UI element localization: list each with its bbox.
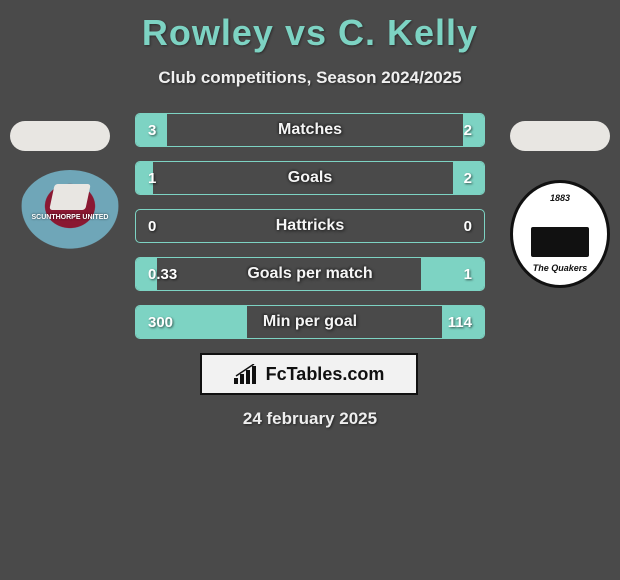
stat-value-left: 0.33 bbox=[148, 258, 177, 290]
stat-value-right: 2 bbox=[464, 114, 472, 146]
player-right-avatar bbox=[510, 121, 610, 151]
stat-value-left: 0 bbox=[148, 210, 156, 242]
stat-label: Matches bbox=[136, 114, 484, 146]
fctables-badge: FcTables.com bbox=[200, 353, 418, 395]
date-label: 24 february 2025 bbox=[0, 409, 620, 429]
club-crest-right: 1883 The Quakers bbox=[510, 180, 610, 288]
club-label-right-top: 1883 bbox=[513, 193, 607, 203]
chart-icon bbox=[234, 364, 260, 384]
stat-row: Min per goal300 114 bbox=[135, 305, 485, 339]
stat-value-right: 2 bbox=[464, 162, 472, 194]
page-title: Rowley vs C. Kelly bbox=[0, 0, 620, 54]
stat-label: Goals bbox=[136, 162, 484, 194]
stat-value-right: 114 bbox=[448, 306, 472, 338]
stat-label: Hattricks bbox=[136, 210, 484, 242]
stat-row: Goals per match0.33 1 bbox=[135, 257, 485, 291]
subtitle: Club competitions, Season 2024/2025 bbox=[0, 68, 620, 88]
stat-label: Min per goal bbox=[136, 306, 484, 338]
club-label-left: SCUNTHORPE UNITED bbox=[30, 214, 110, 222]
club-crest-left: SCUNTHORPE UNITED bbox=[20, 170, 120, 250]
stat-value-left: 300 bbox=[148, 306, 173, 338]
stat-value-left: 1 bbox=[148, 162, 156, 194]
stat-row: Hattricks0 0 bbox=[135, 209, 485, 243]
fctables-label: FcTables.com bbox=[266, 364, 385, 385]
stat-value-right: 0 bbox=[464, 210, 472, 242]
club-label-right-bottom: The Quakers bbox=[513, 263, 607, 273]
stat-value-left: 3 bbox=[148, 114, 156, 146]
player-left-avatar bbox=[10, 121, 110, 151]
stat-value-right: 1 bbox=[464, 258, 472, 290]
stat-row: Goals1 2 bbox=[135, 161, 485, 195]
stats-container: Matches32Goals12Hattricks00Goals per mat… bbox=[135, 113, 485, 353]
stat-row: Matches3 2 bbox=[135, 113, 485, 147]
stat-label: Goals per match bbox=[136, 258, 484, 290]
